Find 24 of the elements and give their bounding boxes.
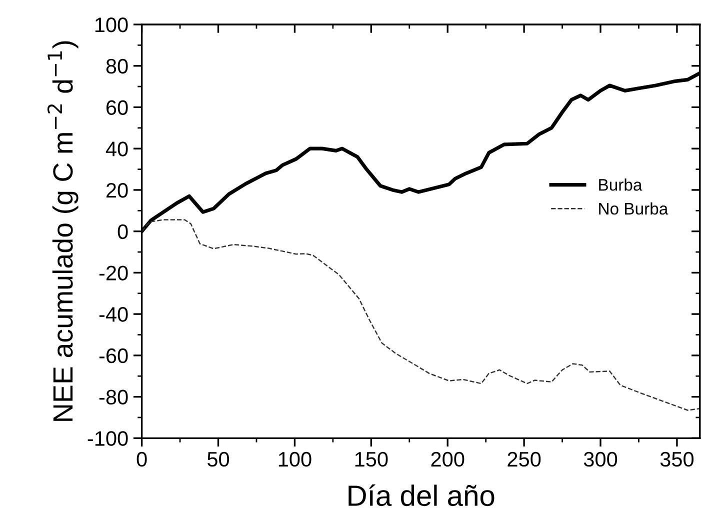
y-tick-label: -60	[99, 348, 128, 364]
x-tick-label: 50	[208, 452, 230, 467]
x-tick-label: 100	[278, 452, 312, 467]
y-tick-label: 100	[95, 17, 128, 32]
legend-label: Burba	[599, 178, 642, 191]
x-tick-label: 350	[660, 452, 694, 467]
x-tick-label: 250	[508, 452, 541, 467]
x-axis-title: Día del año	[348, 484, 494, 506]
line-series	[142, 219, 700, 411]
y-tick-label: 40	[106, 142, 128, 156]
y-tick-label: 80	[106, 58, 128, 74]
y-tick-label: -80	[99, 390, 128, 405]
x-tick-label: 300	[584, 452, 618, 467]
y-tick-label: -40	[99, 307, 128, 322]
x-tick-label: 0	[136, 452, 147, 467]
x-tick-label: 200	[431, 452, 464, 467]
y-tick-label: -20	[99, 266, 128, 280]
legend-label: No Burba	[599, 202, 668, 215]
y-tick-label: -100	[88, 431, 128, 446]
y-tick-label: 0	[118, 224, 128, 240]
y-tick-label: 60	[106, 100, 128, 115]
y-axis-title: NEE acumulado (g C m$^{−2}$ d$^{−1}$)	[47, 41, 78, 421]
y-tick-label: 20	[106, 182, 128, 198]
x-tick-label: 150	[355, 452, 388, 467]
